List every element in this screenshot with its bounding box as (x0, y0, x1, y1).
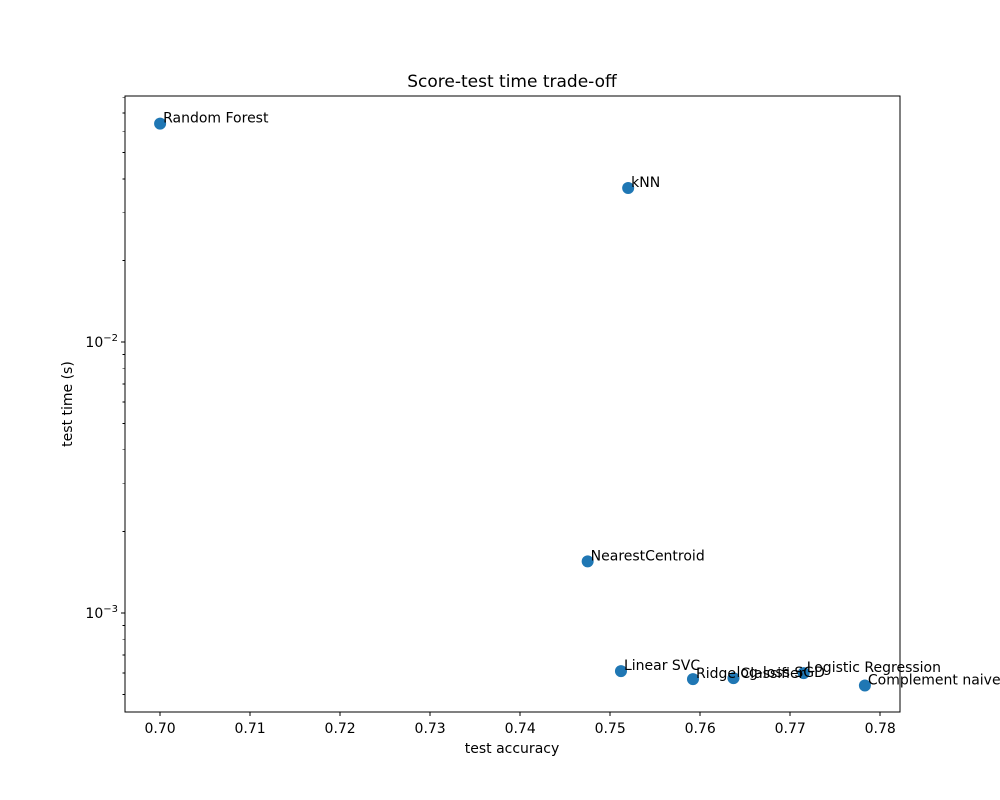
scatter-point (581, 555, 594, 568)
point-label: Complement naive (868, 672, 1000, 688)
x-tick-label: 0.74 (505, 721, 536, 737)
x-axis-label: test accuracy (465, 741, 560, 757)
scatter-point (622, 182, 635, 195)
scatter-points (154, 117, 871, 692)
x-axis-major-ticks: 0.70 0.71 0.72 0.73 0.74 0.75 0.76 0.77 0.78 (145, 712, 896, 737)
x-tick-label: 0.71 (235, 721, 266, 737)
x-tick-label: 0.75 (595, 721, 626, 737)
scatter-point (154, 117, 167, 130)
x-tick-label: 0.78 (865, 721, 896, 737)
scatter-point (686, 673, 699, 686)
x-tick-label: 0.73 (415, 721, 446, 737)
scatter-point (614, 665, 627, 678)
y-axis-label: test time (s) (60, 361, 76, 447)
scatter-point (727, 672, 740, 685)
point-label: Linear SVC (624, 658, 700, 674)
x-tick-label: 0.77 (775, 721, 806, 737)
y-axis-minor-ticks (122, 96, 125, 695)
plot-frame (124, 95, 901, 713)
point-label: log-loss SGD (736, 665, 824, 681)
x-tick-label: 0.76 (685, 721, 716, 737)
point-label: Ridge Classifier (696, 666, 805, 682)
point-label: NearestCentroid (591, 548, 705, 564)
point-labels: Random Forest kNN NearestCentroid Linear SV… (163, 111, 1000, 689)
point-label: Random Forest (163, 111, 269, 127)
y-tick-label: 10−3 (85, 604, 118, 622)
point-label: kNN (631, 175, 660, 191)
x-tick-label: 0.70 (145, 721, 176, 737)
scatter-point (797, 667, 810, 680)
y-tick-label: 10−2 (85, 333, 118, 351)
scatter-point (858, 679, 871, 692)
x-tick-label: 0.72 (325, 721, 356, 737)
y-axis-major-ticks: 10−3 10−2 (85, 333, 125, 622)
point-label: Logistic Regression (807, 660, 941, 676)
chart-title: Score-test time trade-off (407, 72, 618, 92)
